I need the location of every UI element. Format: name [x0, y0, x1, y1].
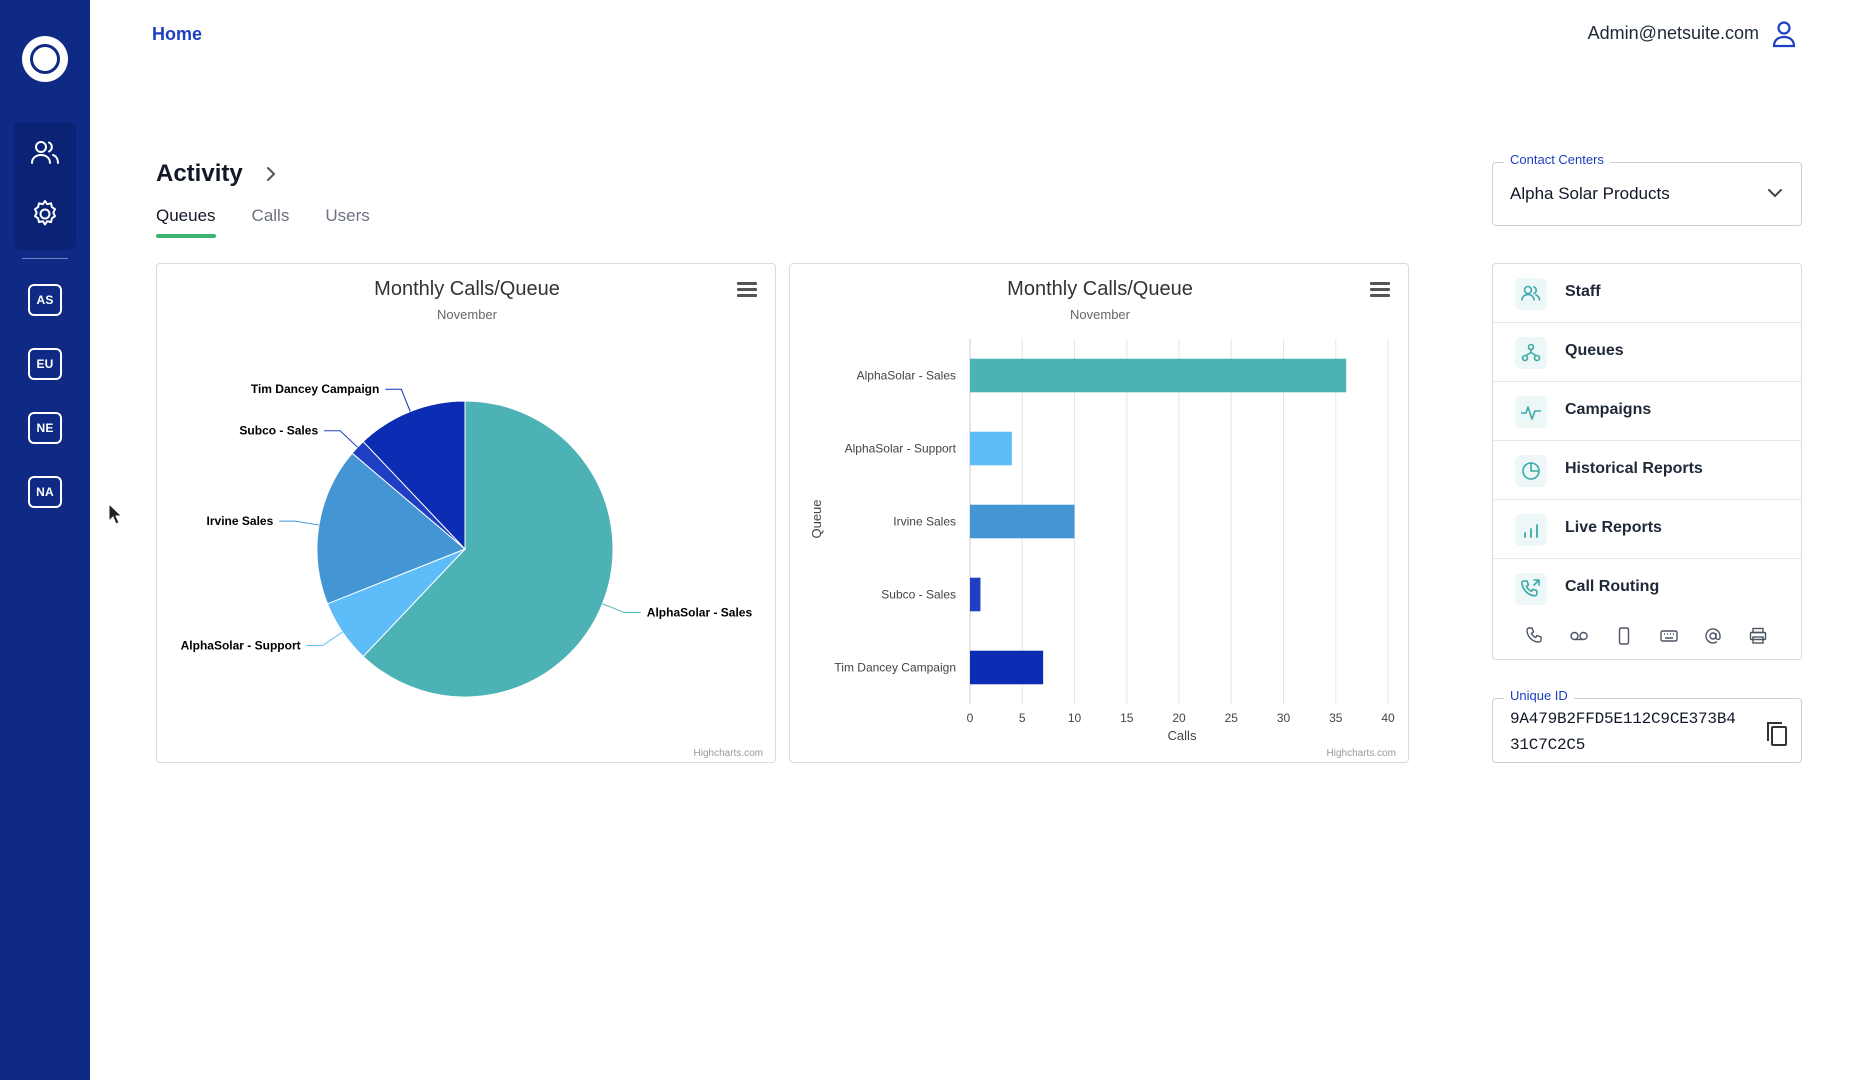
- menu-item-queues[interactable]: Queues: [1493, 323, 1801, 382]
- menu-item-label: Historical Reports: [1565, 460, 1703, 477]
- printer-icon[interactable]: [1748, 626, 1768, 646]
- chevron-down-icon[interactable]: [1766, 186, 1784, 200]
- staff-icon: [1515, 278, 1547, 310]
- channel-icons: [1493, 626, 1801, 650]
- activity-tabs: Queues Calls Users: [156, 206, 370, 238]
- pie-slice[interactable]: [362, 400, 614, 698]
- tab-users[interactable]: Users: [325, 206, 370, 225]
- unique-id-value: 9A479B2FFD5E112C9CE373B431C7C2C5: [1510, 710, 1736, 754]
- region-na-button[interactable]: NA: [28, 476, 62, 508]
- pie-chart-card: Monthly Calls/Queue November AlphaSolar …: [156, 263, 776, 763]
- bar-category-label: AlphaSolar - Sales: [857, 369, 956, 383]
- menu-item-label: Staff: [1565, 283, 1601, 300]
- menu-item-label: Campaigns: [1565, 401, 1652, 418]
- menu-item-live-reports[interactable]: Live Reports: [1493, 500, 1801, 559]
- sidebar-divider: [22, 258, 68, 259]
- bar-tick-label: 0: [967, 711, 974, 725]
- pie-chart-subtitle: November: [437, 307, 498, 322]
- pie-data-label: AlphaSolar - Support: [181, 639, 301, 653]
- historical-reports-icon: [1515, 455, 1547, 487]
- navigation-menu: Staff Queues Campaigns Historical Report…: [1492, 263, 1802, 660]
- pie-connector: [279, 520, 320, 526]
- pie-connector: [324, 430, 358, 448]
- pie-data-label: AlphaSolar - Sales: [647, 606, 753, 620]
- bar-tick-label: 30: [1277, 711, 1291, 725]
- page-title: Activity: [156, 160, 243, 187]
- region-eu-button[interactable]: EU: [28, 348, 62, 380]
- bar[interactable]: [970, 504, 1075, 539]
- contact-centers-label: Contact Centers: [1504, 152, 1610, 167]
- menu-item-label: Call Routing: [1565, 578, 1660, 595]
- bar-tick-label: 40: [1381, 711, 1395, 725]
- bar-tick-label: 25: [1225, 711, 1239, 725]
- pie-chart-credit[interactable]: Highcharts.com: [694, 748, 763, 759]
- pie-chart: Monthly Calls/Queue November AlphaSolar …: [181, 278, 763, 759]
- bar-chart-menu-button[interactable]: [1370, 282, 1392, 300]
- region-ne-button[interactable]: NE: [28, 412, 62, 444]
- pie-data-label: Subco - Sales: [239, 424, 318, 438]
- menu-item-campaigns[interactable]: Campaigns: [1493, 382, 1801, 441]
- live-reports-icon: [1515, 514, 1547, 546]
- unique-id-field: [1492, 698, 1802, 763]
- tab-calls[interactable]: Calls: [251, 206, 290, 225]
- pie-data-label: Tim Dancey Campaign: [251, 382, 379, 396]
- bar-chart-subtitle: November: [1070, 307, 1131, 322]
- sidebar: AS EU NE NA: [0, 0, 90, 1080]
- queues-icon: [1515, 337, 1547, 369]
- phone-icon[interactable]: [1525, 626, 1545, 646]
- keyboard-icon[interactable]: [1659, 626, 1679, 646]
- bar-category-label: Subco - Sales: [881, 588, 956, 602]
- bar-chart-credit[interactable]: Highcharts.com: [1327, 748, 1396, 759]
- bar-chart-card: Monthly Calls/Queue November AlphaSolar …: [789, 263, 1409, 763]
- campaigns-icon: [1515, 396, 1547, 428]
- user-icon[interactable]: [1771, 20, 1797, 48]
- user-email: Admin@netsuite.com: [1587, 23, 1759, 43]
- bar-tick-label: 5: [1019, 711, 1026, 725]
- menu-item-label: Live Reports: [1565, 519, 1662, 536]
- bar-chart-y-label: Queue: [809, 499, 824, 538]
- pie-connector: [602, 603, 641, 614]
- menu-item-call-routing[interactable]: Call Routing: [1493, 559, 1801, 618]
- region-as-button[interactable]: AS: [28, 284, 62, 316]
- pie-connector: [385, 388, 411, 412]
- menu-item-historical-reports[interactable]: Historical Reports: [1493, 441, 1801, 500]
- contact-centers-value[interactable]: Alpha Solar Products: [1510, 184, 1670, 203]
- pie-chart-title: Monthly Calls/Queue: [374, 278, 560, 300]
- chevron-right-icon[interactable]: [263, 166, 279, 182]
- bar-tick-label: 15: [1120, 711, 1134, 725]
- menu-item-staff[interactable]: Staff: [1493, 264, 1801, 323]
- voicemail-icon[interactable]: [1569, 626, 1589, 646]
- gear-icon[interactable]: [29, 198, 61, 230]
- tab-queues[interactable]: Queues: [156, 206, 216, 238]
- bar-category-label: AlphaSolar - Support: [845, 442, 957, 456]
- pie-connector: [306, 631, 343, 647]
- home-link[interactable]: Home: [152, 24, 203, 44]
- sidebar-nav: [14, 122, 76, 250]
- bar[interactable]: [970, 577, 981, 612]
- pie-chart-menu-button[interactable]: [737, 282, 759, 300]
- bar[interactable]: [970, 358, 1347, 393]
- unique-id-label: Unique ID: [1504, 688, 1574, 703]
- users-icon[interactable]: [29, 136, 61, 168]
- contact-centers-select[interactable]: [1492, 162, 1802, 226]
- call-routing-icon: [1515, 573, 1547, 605]
- bar-tick-label: 10: [1068, 711, 1082, 725]
- bar[interactable]: [970, 431, 1012, 466]
- app-logo[interactable]: [22, 36, 68, 82]
- copy-icon[interactable]: [1764, 720, 1790, 748]
- bar-chart: Monthly Calls/Queue November AlphaSolar …: [809, 278, 1396, 759]
- menu-item-label: Queues: [1565, 342, 1624, 359]
- bar-tick-label: 20: [1172, 711, 1186, 725]
- at-icon[interactable]: [1703, 626, 1723, 646]
- mobile-icon[interactable]: [1614, 626, 1634, 646]
- bar-tick-label: 35: [1329, 711, 1343, 725]
- bar-chart-title: Monthly Calls/Queue: [1007, 278, 1193, 300]
- mouse-cursor-icon: [108, 503, 122, 525]
- pie-data-label: Irvine Sales: [207, 514, 274, 528]
- bar-category-label: Irvine Sales: [893, 515, 956, 529]
- bar-chart-x-label: Calls: [1168, 728, 1197, 743]
- bar-category-label: Tim Dancey Campaign: [834, 661, 956, 675]
- bar[interactable]: [970, 650, 1044, 685]
